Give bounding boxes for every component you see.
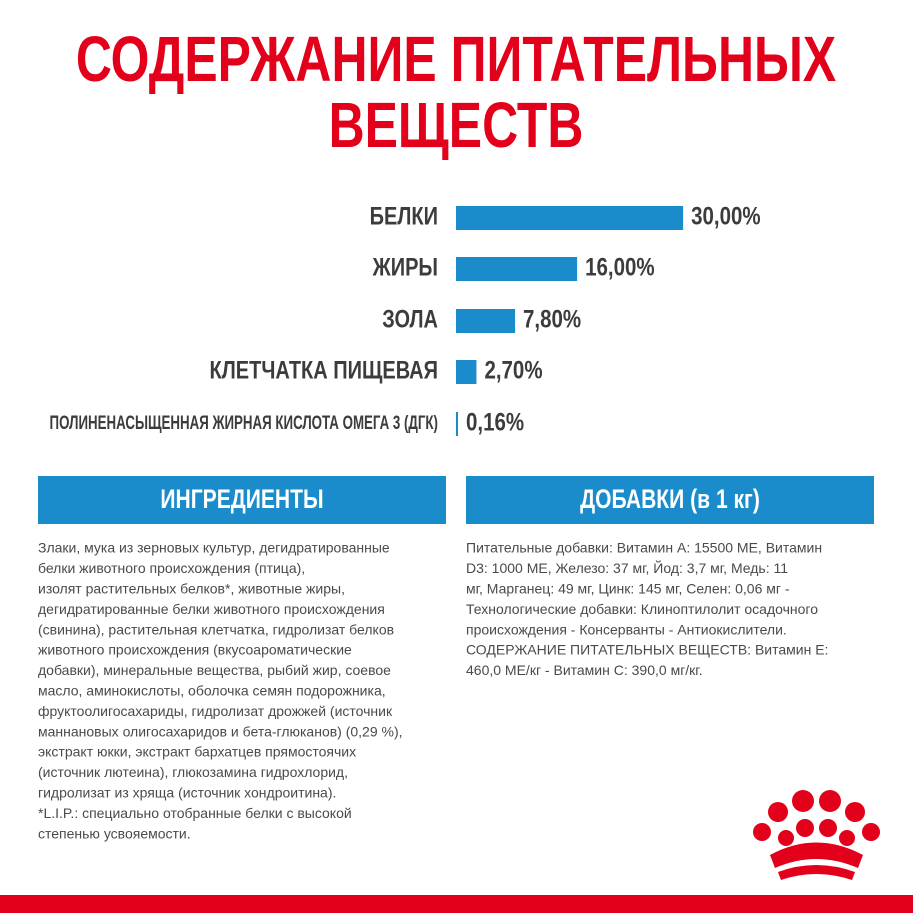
- bar: [456, 412, 458, 436]
- body-line: Питательные добавки: Витамин А: 15500 МЕ…: [466, 540, 822, 556]
- body-line: маннановых олигосахаридов и бета-глюкано…: [38, 723, 403, 739]
- body-line: Злаки, мука из зерновых культур, дегидра…: [38, 540, 390, 556]
- section-header-box: [38, 476, 446, 524]
- bar: [456, 309, 516, 333]
- body-line: масло, аминокислоты, оболочка семян подо…: [38, 683, 386, 699]
- bar: [456, 257, 578, 281]
- body-line: (источник лютеина), глюкозамина гидрохло…: [38, 764, 348, 780]
- body-line: (свинина), растительная клетчатка, гидро…: [38, 621, 394, 637]
- bar: [456, 360, 477, 384]
- value-label: 30,00%: [691, 203, 761, 231]
- body-line: экстракт юкки, экстракт бархатцев прямос…: [38, 744, 356, 760]
- body-line: белки животного происхождения (птица),: [38, 560, 305, 576]
- body-line: дегидратированные белки животного происх…: [38, 601, 385, 617]
- title-line: СОДЕРЖАНИЕ ПИТАТЕЛЬНЫХ: [76, 23, 837, 95]
- body-line: степенью усвояемости.: [38, 825, 191, 841]
- category-label: КЛЕТЧАТКА ПИЩЕВАЯ: [210, 357, 438, 385]
- section-heading: ДОБАВКИ (в 1 кг): [580, 484, 760, 514]
- category-label: ПОЛИНЕНАСЫЩЕННАЯ ЖИРНАЯ КИСЛОТА ОМЕГА 3 …: [50, 413, 438, 434]
- body-line: 460,0 МЕ/кг - Витамин С: 390,0 мг/кг.: [466, 662, 703, 678]
- bar: [456, 206, 684, 230]
- value-label: 7,80%: [523, 306, 581, 334]
- body-line: фруктоолигосахариды, гидролизат дрожжей …: [38, 703, 393, 719]
- section-heading: ИНГРЕДИЕНТЫ: [160, 484, 323, 514]
- body-line: D3: 1000 МЕ, Железо: 37 мг, Йод: 3,7 мг,…: [466, 559, 788, 576]
- body-line: Технологические добавки: Клиноптилолит о…: [466, 601, 818, 617]
- category-label: ЗОЛА: [382, 306, 438, 334]
- value-label: 16,00%: [585, 254, 655, 282]
- title-line: ВЕЩЕСТВ: [329, 89, 584, 161]
- value-label: 2,70%: [484, 357, 542, 385]
- body-line: животного происхождения (вкусоароматичес…: [38, 642, 352, 658]
- body-line: происхождения - Консерванты - Антиокисли…: [466, 621, 787, 637]
- category-label: ЖИРЫ: [372, 254, 438, 282]
- body-line: гидролизат из хряща (источник хондроитин…: [38, 785, 336, 801]
- value-label: 0,16%: [466, 409, 524, 437]
- footer-bar: [0, 895, 913, 913]
- body-line: СОДЕРЖАНИЕ ПИТАТЕЛЬНЫХ ВЕЩЕСТВ: Витамин …: [466, 642, 828, 658]
- body-line: *L.I.P.: специально отобранные белки с в…: [38, 805, 352, 821]
- body-line: изолят растительных белков*, животные жи…: [38, 581, 345, 597]
- body-line: мг, Марганец: 49 мг, Цинк: 145 мг, Селен…: [466, 581, 790, 597]
- category-label: БЕЛКИ: [370, 203, 438, 231]
- logo: [753, 790, 880, 880]
- body-line: добавки), минеральные вещества, рыбий жи…: [38, 662, 391, 678]
- section-header-box: [466, 476, 874, 524]
